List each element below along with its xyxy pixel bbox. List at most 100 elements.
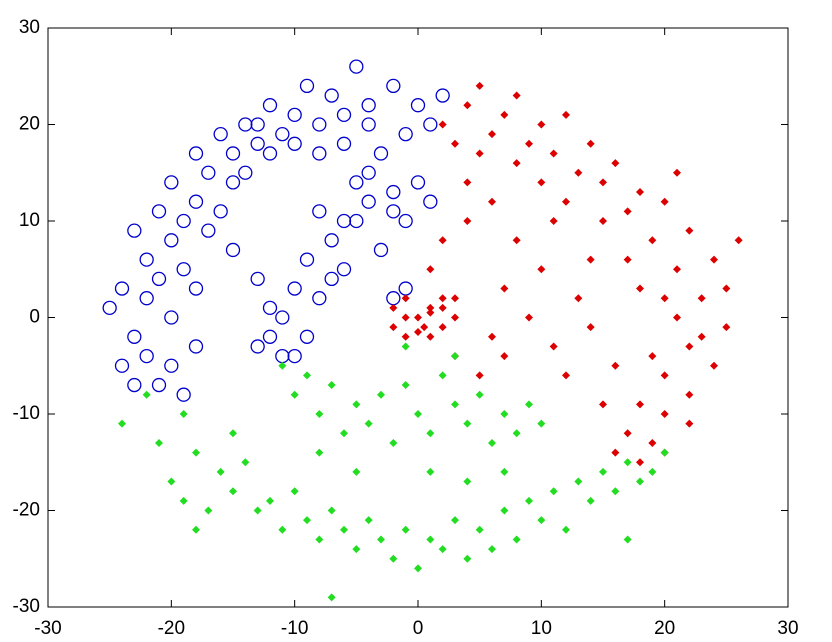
point — [118, 419, 126, 428]
point — [438, 120, 447, 129]
point — [537, 265, 546, 274]
point — [636, 188, 644, 197]
point — [414, 410, 422, 418]
point — [364, 516, 373, 525]
point — [250, 136, 265, 151]
point — [299, 252, 315, 267]
point — [648, 438, 657, 447]
point — [201, 223, 216, 238]
point — [574, 168, 583, 177]
point — [389, 323, 398, 332]
point — [636, 458, 644, 467]
point — [488, 545, 496, 554]
point — [710, 255, 718, 264]
y-tick-label: 0 — [29, 307, 40, 328]
point — [327, 593, 336, 602]
point — [192, 448, 200, 457]
point — [697, 332, 706, 341]
point — [673, 265, 681, 274]
point — [324, 88, 339, 103]
point — [586, 323, 595, 332]
point — [451, 294, 459, 303]
point — [410, 175, 426, 190]
x-tick-label: -20 — [158, 618, 185, 639]
point — [648, 236, 657, 245]
point — [463, 554, 472, 563]
point — [287, 136, 302, 151]
point — [426, 303, 435, 312]
point — [463, 178, 472, 187]
point — [287, 348, 302, 364]
point — [451, 313, 459, 322]
point — [262, 300, 278, 316]
point — [426, 308, 435, 317]
point — [549, 149, 558, 158]
point — [250, 117, 265, 132]
point — [373, 146, 389, 161]
point — [586, 496, 595, 505]
point — [611, 487, 620, 496]
point — [463, 419, 472, 428]
point — [488, 438, 496, 447]
point — [361, 98, 376, 113]
point — [537, 178, 546, 187]
point — [426, 332, 435, 341]
point — [386, 184, 401, 200]
point — [488, 332, 496, 341]
point — [420, 323, 429, 332]
point — [537, 516, 546, 525]
point — [636, 477, 644, 486]
point — [574, 294, 583, 303]
point — [685, 390, 694, 399]
point — [114, 358, 130, 373]
point — [401, 381, 410, 390]
point — [660, 448, 669, 457]
point — [636, 400, 644, 409]
x-tick-label: 20 — [654, 618, 675, 639]
point — [139, 348, 154, 364]
point — [312, 117, 327, 132]
point — [549, 217, 558, 225]
point — [303, 516, 311, 525]
point — [151, 271, 167, 287]
point — [525, 139, 533, 148]
point — [312, 204, 327, 219]
point — [127, 377, 142, 393]
point — [389, 554, 398, 563]
point — [562, 371, 570, 380]
point — [151, 204, 167, 219]
point — [549, 342, 558, 351]
point — [574, 477, 583, 486]
point — [438, 236, 447, 245]
point — [438, 294, 447, 303]
point — [500, 110, 509, 119]
point — [414, 313, 422, 322]
point — [352, 467, 361, 476]
point — [525, 400, 533, 409]
point — [213, 204, 228, 219]
point — [188, 194, 204, 209]
point — [176, 213, 191, 229]
point — [349, 175, 364, 190]
point — [414, 564, 422, 573]
point — [586, 139, 595, 148]
point — [290, 390, 299, 399]
point — [438, 545, 447, 554]
point — [500, 506, 509, 515]
point — [364, 419, 373, 428]
point — [512, 159, 521, 168]
point — [324, 233, 339, 248]
point — [525, 496, 533, 505]
point — [599, 400, 607, 409]
point — [238, 165, 253, 180]
point — [377, 390, 385, 399]
point — [451, 352, 459, 361]
y-tick-label: -30 — [13, 596, 40, 617]
point — [660, 197, 669, 206]
point — [401, 332, 410, 341]
point — [423, 194, 438, 209]
point — [336, 262, 352, 277]
point — [225, 242, 241, 258]
point — [451, 139, 459, 148]
point — [340, 525, 348, 534]
